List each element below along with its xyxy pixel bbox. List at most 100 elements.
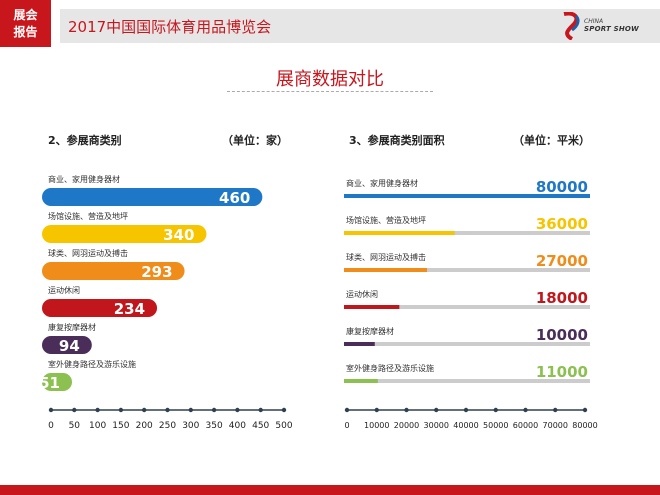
- bar: [344, 194, 590, 198]
- bar-value-label: 11000: [536, 363, 588, 381]
- title-divider: [227, 91, 433, 92]
- bar: [42, 336, 92, 354]
- badge-line-2: 报告: [13, 24, 38, 39]
- bar: [344, 342, 375, 346]
- x-tick-label: 10000: [364, 421, 389, 430]
- left-chart-unit: （单位：家）: [222, 134, 288, 147]
- x-tick-label: 0: [344, 421, 349, 430]
- x-tick-label: 100: [89, 421, 106, 431]
- x-tick-label: 80000: [572, 421, 597, 430]
- x-tick-label: 450: [252, 421, 269, 431]
- bar-value-label: 51: [39, 374, 60, 392]
- category-label: 商业、家用健身器材: [346, 178, 418, 188]
- bar-value-label: 27000: [536, 252, 588, 270]
- bar-value-label: 10000: [536, 326, 588, 344]
- x-tick-label: 400: [229, 421, 246, 431]
- axis-tick-dot: [258, 407, 263, 413]
- category-label: 室外健身路径及游乐设施: [346, 363, 434, 373]
- bar-value-label: 293: [141, 263, 172, 281]
- bar-value-label: 18000: [536, 289, 588, 307]
- bar: [42, 299, 158, 317]
- axis-tick-dot: [72, 407, 77, 413]
- bar: [42, 373, 72, 391]
- bar: [344, 305, 400, 309]
- left-chart-title: 2、参展商类别: [48, 134, 122, 147]
- footer-bar: [0, 485, 660, 495]
- axis-tick-dot: [188, 407, 193, 413]
- axis-tick-dot: [463, 407, 469, 413]
- x-tick-label: 0: [48, 421, 54, 431]
- badge-line-1: 展会: [13, 7, 38, 22]
- bar-value-label: 460: [219, 189, 250, 207]
- bar: [344, 379, 378, 383]
- header-band: [60, 9, 660, 43]
- category-label: 球类、网羽运动及搏击: [346, 252, 426, 262]
- exhibitor-count-chart: 商业、家用健身器材 460 场馆设施、营造及地坪 340 球类、网羽运动及搏击 293 运动…: [39, 174, 293, 431]
- bar-value-label: 36000: [536, 215, 588, 233]
- bar: [344, 231, 455, 235]
- report-badge: 展会 报告: [0, 0, 51, 47]
- category-label: 康复按摩器材: [48, 322, 96, 332]
- bar-value-label: 234: [114, 300, 145, 318]
- axis-tick-dot: [165, 407, 170, 413]
- category-label: 场馆设施、营造及地坪: [48, 211, 128, 221]
- category-label: 运动休闲: [346, 289, 378, 299]
- category-label: 室外健身路径及游乐设施: [48, 359, 136, 369]
- x-tick-label: 150: [112, 421, 129, 431]
- china-sport-show-logo: CHINA SPORT SHOW: [560, 12, 650, 42]
- logo-mark-icon: [563, 12, 580, 40]
- axis-tick-dot: [48, 407, 54, 413]
- axis-tick-dot: [118, 407, 124, 413]
- bar: [42, 262, 185, 280]
- axis-tick-dot: [434, 407, 439, 413]
- bar-value-label: 80000: [536, 178, 588, 196]
- axis-tick-dot: [523, 407, 528, 413]
- right-chart-unit: （单位：平米）: [513, 134, 590, 147]
- axis-tick-dot: [211, 407, 217, 413]
- x-tick-label: 50: [69, 421, 81, 431]
- x-tick-label: 60000: [513, 421, 538, 430]
- x-tick-label: 350: [206, 421, 223, 431]
- bar-track: [344, 379, 590, 383]
- category-label: 商业、家用健身器材: [48, 174, 120, 184]
- x-tick-label: 40000: [453, 421, 478, 430]
- logo-top-text: CHINA: [584, 18, 604, 25]
- category-label: 场馆设施、营造及地坪: [346, 215, 426, 225]
- bar-track: [344, 231, 590, 235]
- x-tick-label: 300: [182, 421, 199, 431]
- logo-bottom-text: SPORT SHOW: [584, 25, 639, 33]
- category-label: 球类、网羽运动及搏击: [48, 248, 128, 258]
- bar: [42, 188, 263, 206]
- x-tick-label: 250: [159, 421, 176, 431]
- x-tick-label: 70000: [543, 421, 568, 430]
- axis-tick-dot: [142, 407, 147, 413]
- x-tick-label: 20000: [394, 421, 419, 430]
- header: 展会 报告 2017中国国际体育用品博览会 CHINA SPORT SHOW: [0, 0, 660, 48]
- bar-value-label: 340: [163, 226, 194, 244]
- axis-tick-dot: [235, 407, 240, 413]
- bar: [42, 225, 207, 243]
- axis-tick-dot: [281, 407, 287, 413]
- bar-track: [344, 268, 590, 272]
- bar-value-label: 94: [59, 337, 80, 355]
- axis-tick-dot: [344, 407, 350, 413]
- exhibitor-area-chart: 商业、家用健身器材 80000 场馆设施、营造及地坪 36000 球类、网羽运动及搏击 2…: [344, 178, 598, 430]
- axis-tick-dot: [582, 407, 588, 413]
- x-tick-label: 200: [136, 421, 153, 431]
- x-tick-label: 50000: [483, 421, 508, 430]
- header-title: 2017中国国际体育用品博览会: [68, 18, 272, 36]
- page-title: 展商数据对比: [276, 69, 384, 90]
- axis-tick-dot: [493, 407, 498, 413]
- x-tick-label: 30000: [424, 421, 449, 430]
- category-label: 康复按摩器材: [346, 326, 394, 336]
- axis-tick-dot: [374, 407, 379, 413]
- axis-tick-dot: [404, 407, 409, 413]
- x-tick-label: 500: [275, 421, 292, 431]
- axis-tick-dot: [553, 407, 558, 413]
- bar-track: [344, 342, 590, 346]
- right-chart-title: 3、参展商类别面积: [349, 134, 445, 147]
- bar-track: [344, 305, 590, 309]
- bar: [344, 268, 428, 272]
- axis-tick-dot: [95, 407, 100, 413]
- category-label: 运动休闲: [48, 285, 80, 295]
